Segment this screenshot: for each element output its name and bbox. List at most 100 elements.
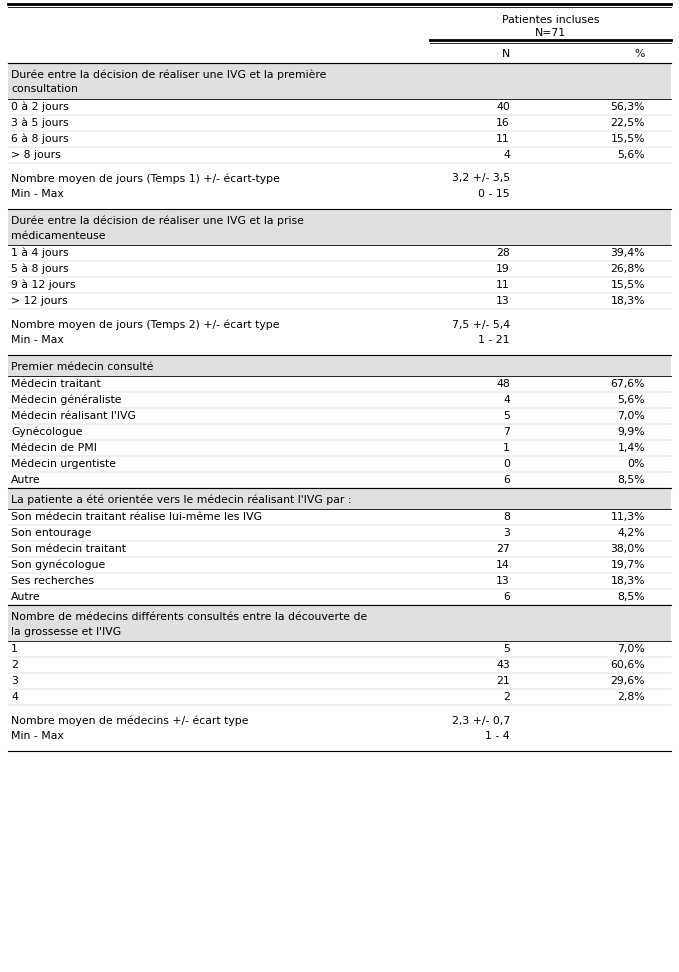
Text: 1 - 21: 1 - 21 [479, 334, 510, 344]
Text: 2,3 +/- 0,7: 2,3 +/- 0,7 [452, 715, 510, 725]
Text: 22,5%: 22,5% [610, 118, 645, 128]
Text: Son gynécologue: Son gynécologue [11, 560, 105, 571]
Text: 7,0%: 7,0% [617, 644, 645, 654]
Text: 1 à 4 jours: 1 à 4 jours [11, 248, 69, 259]
Text: 6: 6 [503, 475, 510, 485]
Text: 7: 7 [503, 427, 510, 437]
Text: Patientes incluses: Patientes incluses [502, 15, 600, 25]
Text: Médecin urgentiste: Médecin urgentiste [11, 459, 116, 469]
Text: 5,6%: 5,6% [617, 395, 645, 405]
Text: 6: 6 [503, 592, 510, 602]
Text: 13: 13 [496, 296, 510, 306]
Text: N: N [502, 49, 510, 59]
Text: 5: 5 [503, 411, 510, 421]
Text: Nombre de médecins différents consultés entre la découverte de: Nombre de médecins différents consultés … [11, 611, 367, 621]
Text: 43: 43 [496, 660, 510, 670]
Text: consultation: consultation [11, 85, 78, 94]
Text: 1: 1 [503, 443, 510, 453]
Text: 11,3%: 11,3% [610, 512, 645, 522]
Text: 8,5%: 8,5% [617, 475, 645, 485]
Text: 3: 3 [11, 676, 18, 686]
Text: Médecin de PMI: Médecin de PMI [11, 443, 97, 453]
Text: 26,8%: 26,8% [610, 264, 645, 274]
Text: 38,0%: 38,0% [610, 544, 645, 554]
Text: 8: 8 [503, 512, 510, 522]
Bar [8, 488, 671, 509]
Text: 7,5 +/- 5,4: 7,5 +/- 5,4 [452, 320, 510, 330]
Text: 15,5%: 15,5% [610, 134, 645, 144]
Text: 11: 11 [496, 280, 510, 290]
Text: Autre: Autre [11, 475, 41, 485]
Text: 21: 21 [496, 676, 510, 686]
Text: 7,0%: 7,0% [617, 411, 645, 421]
Text: 0: 0 [503, 459, 510, 469]
Text: 0%: 0% [627, 459, 645, 469]
Text: Son médecin traitant réalise lui-même les IVG: Son médecin traitant réalise lui-même le… [11, 512, 262, 522]
Text: 48: 48 [496, 379, 510, 389]
Text: 0 - 15: 0 - 15 [479, 189, 510, 198]
Text: Nombre moyen de jours (Temps 1) +/- écart-type: Nombre moyen de jours (Temps 1) +/- écar… [11, 173, 280, 184]
Text: 56,3%: 56,3% [610, 102, 645, 112]
Text: Médecin traitant: Médecin traitant [11, 379, 100, 389]
Text: 5,6%: 5,6% [617, 150, 645, 160]
Text: 28: 28 [496, 248, 510, 258]
Text: 14: 14 [496, 560, 510, 570]
Text: 5 à 8 jours: 5 à 8 jours [11, 263, 69, 274]
Text: 4: 4 [503, 395, 510, 405]
Text: 1,4%: 1,4% [617, 443, 645, 453]
Text: > 12 jours: > 12 jours [11, 296, 68, 306]
Bar [8, 63, 671, 99]
Text: Nombre moyen de jours (Temps 2) +/- écart type: Nombre moyen de jours (Temps 2) +/- écar… [11, 319, 280, 330]
Text: 5: 5 [503, 644, 510, 654]
Text: 19,7%: 19,7% [610, 560, 645, 570]
Text: 2: 2 [503, 692, 510, 702]
Text: Min - Max: Min - Max [11, 731, 64, 741]
Text: Son médecin traitant: Son médecin traitant [11, 544, 126, 554]
Text: Durée entre la décision de réaliser une IVG et la première: Durée entre la décision de réaliser une … [11, 69, 327, 80]
Text: 4,2%: 4,2% [617, 528, 645, 538]
Text: 1 - 4: 1 - 4 [485, 731, 510, 741]
Bar [8, 605, 671, 641]
Text: 18,3%: 18,3% [610, 296, 645, 306]
Text: 29,6%: 29,6% [610, 676, 645, 686]
Bar [8, 355, 671, 376]
Text: Médecin généraliste: Médecin généraliste [11, 395, 122, 405]
Text: Ses recherches: Ses recherches [11, 576, 94, 586]
Text: 60,6%: 60,6% [610, 660, 645, 670]
Text: Nombre moyen de médecins +/- écart type: Nombre moyen de médecins +/- écart type [11, 715, 249, 726]
Text: 13: 13 [496, 576, 510, 586]
Text: 1: 1 [11, 644, 18, 654]
Text: 4: 4 [503, 150, 510, 160]
Text: 9,9%: 9,9% [617, 427, 645, 437]
Text: Min - Max: Min - Max [11, 334, 64, 344]
Text: Autre: Autre [11, 592, 41, 602]
Text: 40: 40 [496, 102, 510, 112]
Text: 3,2 +/- 3,5: 3,2 +/- 3,5 [452, 173, 510, 184]
Text: N=71: N=71 [535, 28, 566, 38]
Text: 15,5%: 15,5% [610, 280, 645, 290]
Text: 11: 11 [496, 134, 510, 144]
Text: Gynécologue: Gynécologue [11, 427, 83, 437]
Text: La patiente a été orientée vers le médecin réalisant l'IVG par :: La patiente a été orientée vers le médec… [11, 494, 352, 504]
Text: 19: 19 [496, 264, 510, 274]
Text: médicamenteuse: médicamenteuse [11, 230, 105, 240]
Text: 2: 2 [11, 660, 18, 670]
Bar [8, 209, 671, 245]
Text: 9 à 12 jours: 9 à 12 jours [11, 280, 75, 291]
Text: Médecin réalisant l'IVG: Médecin réalisant l'IVG [11, 411, 136, 421]
Text: 16: 16 [496, 118, 510, 128]
Text: 0 à 2 jours: 0 à 2 jours [11, 102, 69, 112]
Text: 27: 27 [496, 544, 510, 554]
Text: la grossesse et l'IVG: la grossesse et l'IVG [11, 627, 121, 637]
Text: Durée entre la décision de réaliser une IVG et la prise: Durée entre la décision de réaliser une … [11, 215, 304, 226]
Text: 2,8%: 2,8% [617, 692, 645, 702]
Text: 67,6%: 67,6% [610, 379, 645, 389]
Text: 4: 4 [11, 692, 18, 702]
Text: 39,4%: 39,4% [610, 248, 645, 258]
Text: Son entourage: Son entourage [11, 528, 92, 538]
Text: 6 à 8 jours: 6 à 8 jours [11, 134, 69, 144]
Text: > 8 jours: > 8 jours [11, 150, 60, 160]
Text: 3 à 5 jours: 3 à 5 jours [11, 118, 69, 128]
Text: 18,3%: 18,3% [610, 576, 645, 586]
Text: Premier médecin consulté: Premier médecin consulté [11, 362, 153, 371]
